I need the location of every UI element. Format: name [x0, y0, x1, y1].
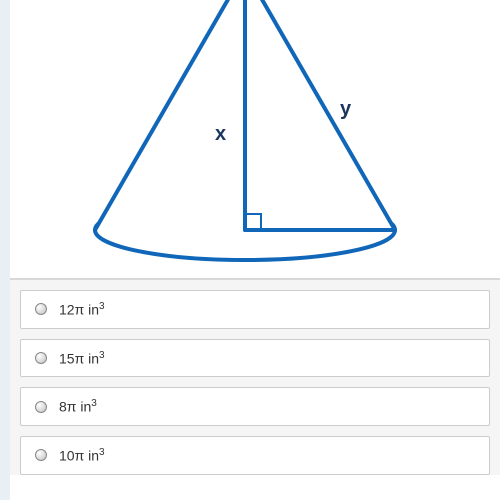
radio-icon: [35, 352, 47, 364]
cone-svg: x y: [10, 0, 500, 280]
answer-option[interactable]: 12π in3: [20, 290, 490, 329]
answer-options-list: 12π in3 15π in3 8π in3 10π in3: [10, 280, 500, 475]
answer-option[interactable]: 8π in3: [20, 387, 490, 426]
slant-label: y: [340, 98, 352, 120]
answer-option[interactable]: 15π in3: [20, 339, 490, 378]
answer-option[interactable]: 10π in3: [20, 436, 490, 475]
answer-text: 12π in: [59, 302, 99, 318]
answer-label: 8π in3: [59, 398, 97, 415]
answer-exponent: 3: [99, 350, 105, 361]
answer-exponent: 3: [99, 447, 105, 458]
answer-label: 12π in3: [59, 301, 105, 318]
radio-icon: [35, 401, 47, 413]
radio-icon: [35, 303, 47, 315]
answer-text: 8π in: [59, 399, 91, 415]
radio-icon: [35, 449, 47, 461]
cone-diagram: x y: [10, 0, 500, 280]
answer-label: 10π in3: [59, 447, 105, 464]
quiz-panel: x y 12π in3 15π in3 8π in3 10π in3: [10, 0, 500, 500]
height-label: x: [215, 123, 226, 145]
answer-label: 15π in3: [59, 350, 105, 367]
answer-exponent: 3: [91, 398, 97, 409]
answer-exponent: 3: [99, 301, 105, 312]
answer-text: 15π in: [59, 350, 99, 366]
answer-text: 10π in: [59, 448, 99, 464]
